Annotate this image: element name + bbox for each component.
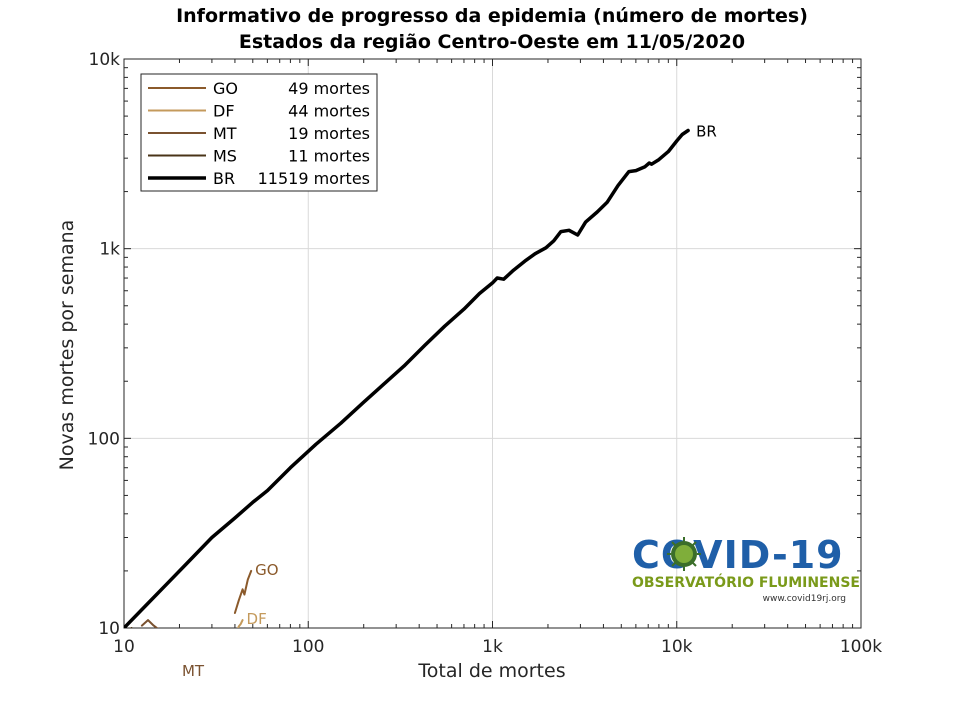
legend: GO 49 mortes DF 44 mortes MT 19 mortes MS 11 mo… — [140, 73, 378, 192]
legend-series-value: 11 mortes — [288, 147, 370, 166]
x-tick-label: 100k — [840, 637, 882, 657]
x-tick-label: 10k — [661, 637, 693, 657]
series-line-br — [124, 128, 690, 628]
chart-subtitle: Estados da região Centro-Oeste em 11/05/… — [239, 31, 745, 53]
logo-url: www.covid19rj.org — [763, 594, 846, 604]
legend-series-name: DF — [213, 102, 235, 121]
x-tick-label: 1k — [482, 637, 503, 657]
series-line-mt — [140, 619, 159, 628]
covid19-logo: COVID-19 OBSERVATÓRIO FLUMINENSE www.cov… — [632, 533, 860, 604]
series-line-df — [237, 619, 244, 628]
logo-subtitle: OBSERVATÓRIO FLUMINENSE — [632, 573, 860, 591]
series-end-label-go: GO — [255, 561, 278, 579]
logo-title: COVID-19 — [632, 533, 844, 577]
y-tick-label: 10 — [98, 619, 120, 639]
legend-series-value: 49 mortes — [288, 79, 370, 98]
chart-title: Informativo de progresso da epidemia (nú… — [176, 5, 808, 27]
x-tick-label: 10 — [113, 637, 135, 657]
y-axis-label: Novas mortes por semana — [56, 220, 78, 471]
legend-series-name: MS — [213, 147, 237, 166]
x-axis-label: Total de mortes — [417, 660, 565, 682]
legend-series-value: 44 mortes — [288, 102, 370, 121]
legend-series-value: 11519 mortes — [258, 169, 370, 188]
y-tick-label: 10k — [89, 50, 121, 70]
legend-series-name: GO — [213, 79, 238, 98]
series-end-label-mt: MT — [182, 662, 205, 680]
series-end-label-df: DF — [247, 610, 267, 628]
legend-series-name: MT — [213, 124, 237, 143]
series-line-go — [233, 569, 253, 614]
y-tick-label: 100 — [88, 429, 120, 449]
axis-ticks: 10 100 1k 10k 100k 10 100 1k 10k — [88, 50, 883, 657]
legend-series-value: 19 mortes — [288, 124, 370, 143]
legend-items: GO 49 mortes DF 44 mortes MT 19 mortes MS 11 mo… — [148, 79, 370, 188]
series-end-label-br: BR — [696, 122, 717, 140]
series-lines — [124, 128, 690, 628]
virus-icon — [667, 537, 701, 571]
series-end-labels: GO DF MT BR — [182, 122, 717, 680]
legend-series-name: BR — [213, 169, 235, 188]
y-tick-label: 1k — [99, 240, 120, 260]
x-tick-label: 100 — [292, 637, 324, 657]
